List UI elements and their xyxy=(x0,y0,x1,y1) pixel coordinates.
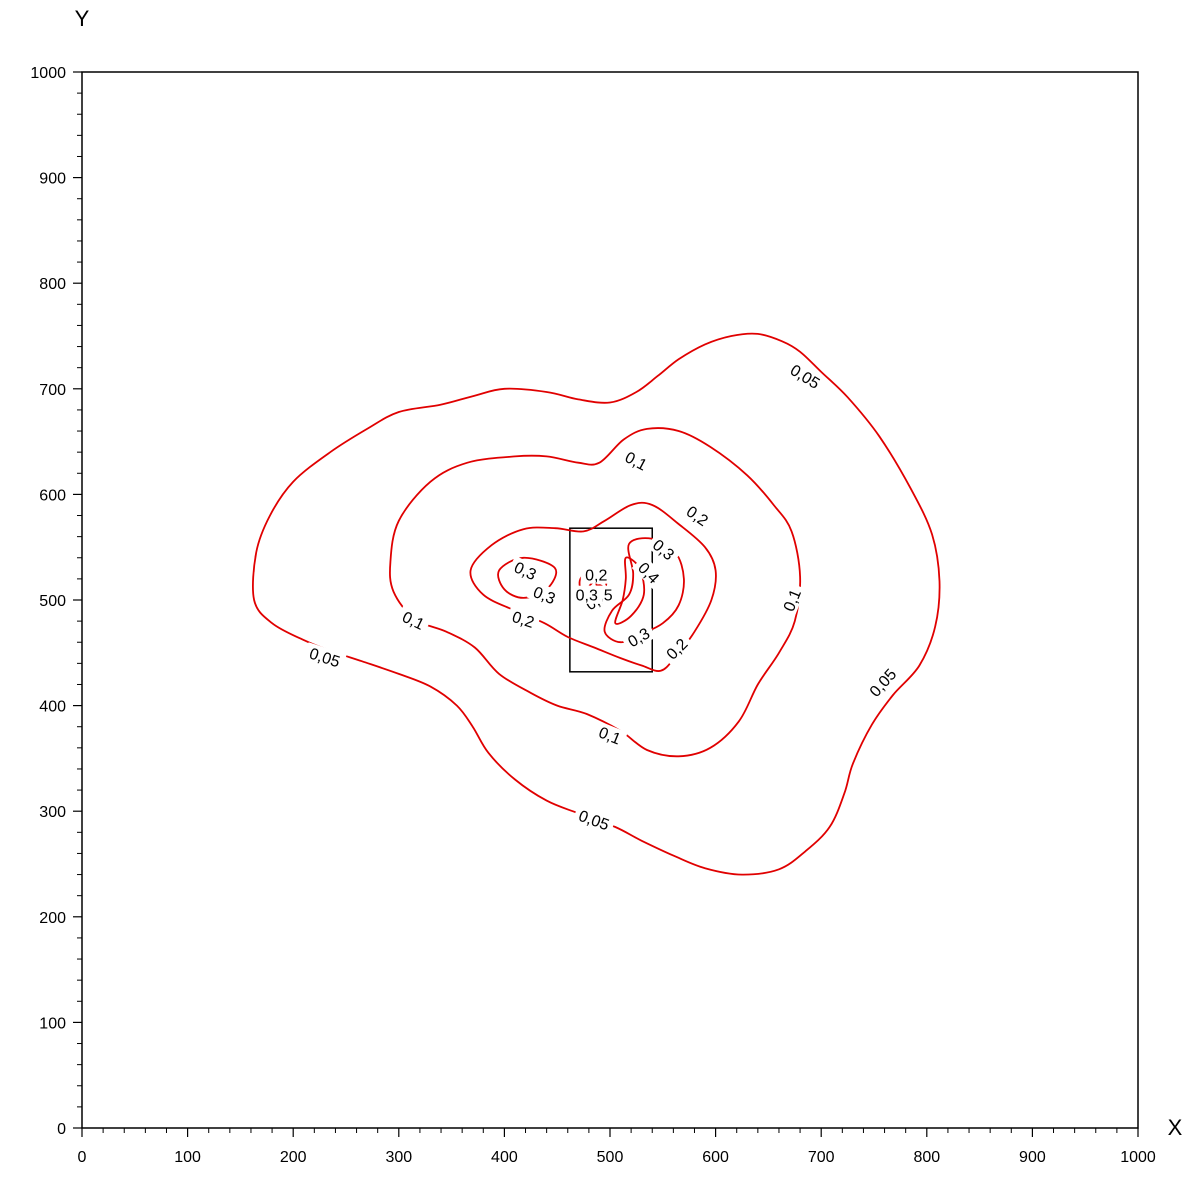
contour-line-0 xyxy=(252,332,941,876)
x-tick-label: 300 xyxy=(385,1149,412,1166)
contour-label-background xyxy=(526,580,563,609)
contour-label-background xyxy=(679,499,716,532)
contour-label: 0,2 xyxy=(510,609,537,632)
axis-tick-labels: 0 100 200 300 400 500 600 700 800 900 1000 0 100 200 3… xyxy=(30,65,1155,1166)
contour-label-background xyxy=(571,585,603,604)
y-tick-label: 600 xyxy=(39,487,66,504)
y-tick-label: 800 xyxy=(39,276,66,293)
x-tick-label: 1000 xyxy=(1120,1149,1156,1166)
y-tick-label: 700 xyxy=(39,382,66,399)
contour-label-background xyxy=(646,532,682,567)
x-tick-label: 500 xyxy=(597,1149,624,1166)
contour-label: 0,3 xyxy=(576,588,598,605)
x-tick-label: 400 xyxy=(491,1149,518,1166)
contour-label: 0,2 xyxy=(585,568,607,585)
x-tick-label: 100 xyxy=(174,1149,201,1166)
contour-label-background xyxy=(580,565,612,584)
y-tick-label: 400 xyxy=(39,699,66,716)
contour-label: 0,05 xyxy=(307,646,342,672)
y-tick-label: 500 xyxy=(39,593,66,610)
x-tick-label: 0 xyxy=(78,1149,87,1166)
x-tick-label: 800 xyxy=(913,1149,940,1166)
y-tick-label: 300 xyxy=(39,804,66,821)
contour-label-background xyxy=(659,631,694,666)
x-tick-label: 200 xyxy=(280,1149,307,1166)
x-tick-label: 900 xyxy=(1019,1149,1046,1166)
axis-ticks xyxy=(73,71,1139,1137)
contour-label-background xyxy=(777,582,806,618)
contour-label-background xyxy=(572,804,617,835)
source-rectangle xyxy=(569,527,653,673)
contour-label-background xyxy=(618,445,655,476)
y-tick-label: 0 xyxy=(57,1121,66,1138)
x-tick-label: 600 xyxy=(702,1149,729,1166)
y-axis-title: Y xyxy=(75,6,90,31)
y-tick-label: 1000 xyxy=(30,65,66,82)
contour-line-2 xyxy=(469,501,717,672)
x-tick-label: 700 xyxy=(808,1149,835,1166)
contour-label-background xyxy=(592,721,628,750)
contour-label-background xyxy=(620,621,657,653)
contour-label-background xyxy=(303,642,347,672)
contour-line-1 xyxy=(389,427,802,758)
contour-label-background xyxy=(862,661,903,704)
y-tick-label: 200 xyxy=(39,910,66,927)
y-tick-label: 900 xyxy=(39,171,66,188)
y-tick-label: 100 xyxy=(39,1015,66,1032)
x-axis-title: X xyxy=(1168,1115,1183,1140)
contour-labels: 0,050,050,050,050,10,10,10,10,20,20,20,3… xyxy=(303,357,903,835)
contour-label-background xyxy=(631,555,667,590)
contour-label-background xyxy=(783,357,828,395)
contour-label-background xyxy=(505,605,541,633)
contour-label-background xyxy=(507,555,544,586)
contour-label: 0,05 xyxy=(576,808,611,835)
contour-label-background xyxy=(395,605,432,635)
